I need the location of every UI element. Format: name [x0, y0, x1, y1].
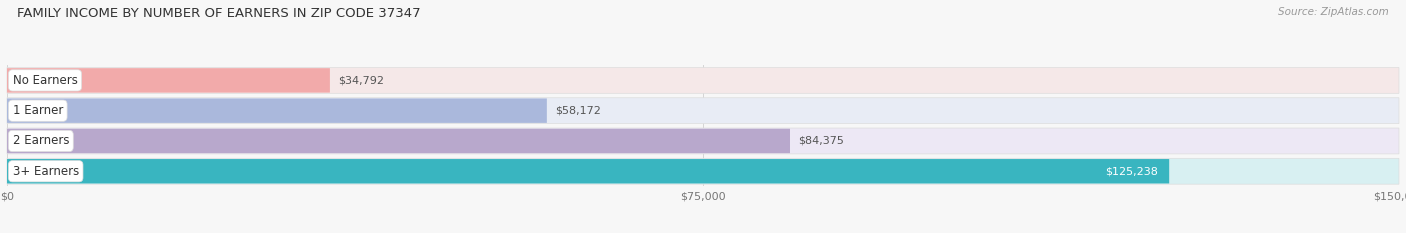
FancyBboxPatch shape — [7, 129, 790, 153]
Text: FAMILY INCOME BY NUMBER OF EARNERS IN ZIP CODE 37347: FAMILY INCOME BY NUMBER OF EARNERS IN ZI… — [17, 7, 420, 20]
FancyBboxPatch shape — [7, 128, 1399, 154]
FancyBboxPatch shape — [7, 99, 547, 123]
Text: $84,375: $84,375 — [799, 136, 844, 146]
Text: 1 Earner: 1 Earner — [13, 104, 63, 117]
FancyBboxPatch shape — [7, 158, 1399, 184]
Text: 2 Earners: 2 Earners — [13, 134, 69, 147]
Text: $58,172: $58,172 — [555, 106, 602, 116]
Text: $125,238: $125,238 — [1105, 166, 1159, 176]
Text: No Earners: No Earners — [13, 74, 77, 87]
Text: Source: ZipAtlas.com: Source: ZipAtlas.com — [1278, 7, 1389, 17]
Text: 3+ Earners: 3+ Earners — [13, 165, 79, 178]
FancyBboxPatch shape — [7, 98, 1399, 124]
FancyBboxPatch shape — [7, 68, 330, 93]
Text: $34,792: $34,792 — [339, 75, 384, 85]
FancyBboxPatch shape — [7, 159, 1170, 183]
FancyBboxPatch shape — [7, 67, 1399, 93]
